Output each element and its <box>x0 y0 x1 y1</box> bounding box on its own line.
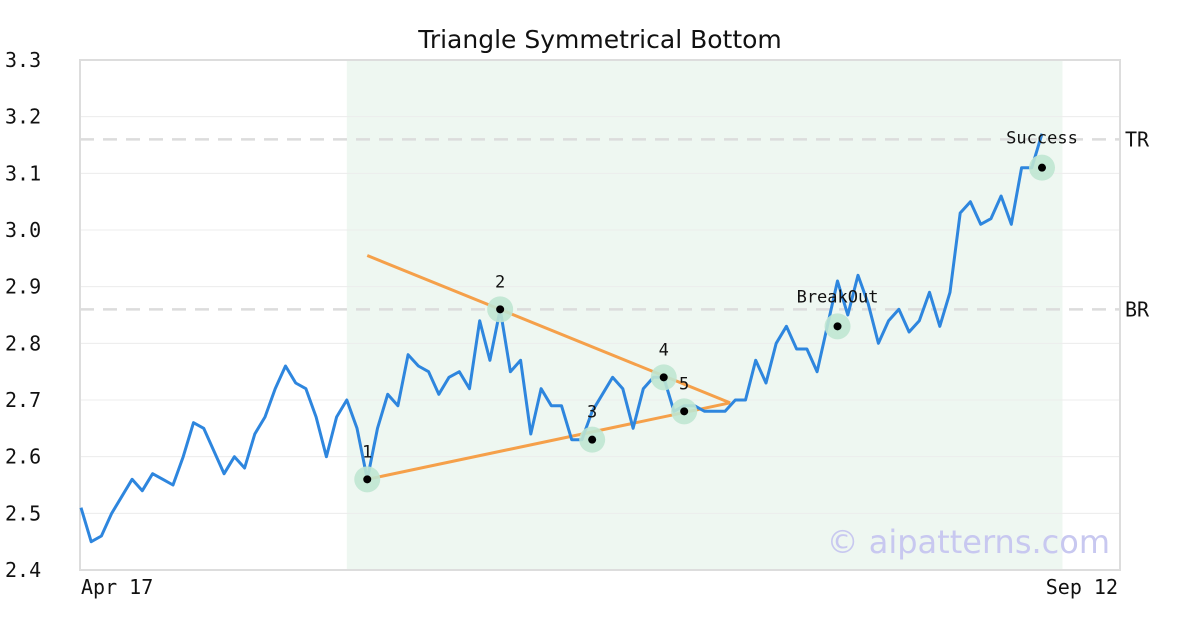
point-marker-breakout <box>833 322 842 331</box>
point-label-4: 4 <box>659 340 669 360</box>
point-label-1: 1 <box>362 442 372 462</box>
point-label-breakout: BreakOut <box>797 287 879 307</box>
y-tick-label: 2.4 <box>5 558 41 582</box>
plot-frame <box>79 59 1121 571</box>
point-marker-2 <box>496 305 505 314</box>
y-tick-label: 3.0 <box>5 218 41 242</box>
lower-trendline <box>366 401 731 481</box>
x-tick-label: Apr 17 <box>81 575 153 599</box>
point-marker-3 <box>588 435 597 444</box>
watermark: © aipatterns.com <box>827 523 1110 561</box>
y-tick-label: 2.6 <box>5 445 41 469</box>
y-tick-label: 3.1 <box>5 161 41 185</box>
reference-label-tr: TR <box>1125 127 1150 151</box>
point-marker-4 <box>659 373 668 382</box>
plot-area: 2.4 2.5 2.6 2.7 2.8 2.9 3.0 3.1 3.2 3.3 TR BR 1 2 3 45 B… <box>5 48 1150 599</box>
pattern-highlight <box>346 60 1063 570</box>
point-label-success: Success <box>1006 129 1078 149</box>
chart-title: Triangle Symmetrical Bottom <box>417 25 782 54</box>
y-tick-label: 2.8 <box>5 331 41 355</box>
point-label-3: 3 <box>587 403 597 423</box>
y-tick-label: 2.7 <box>5 388 41 412</box>
reference-label-br: BR <box>1125 297 1150 321</box>
y-tick-label: 3.2 <box>5 105 41 129</box>
point-label-2: 2 <box>495 272 505 292</box>
y-tick-label: 3.3 <box>5 48 41 72</box>
point-label-5: 5 <box>679 374 689 394</box>
x-tick-label: Sep 12 <box>1046 575 1118 599</box>
point-marker-success <box>1038 163 1046 172</box>
y-tick-label: 2.5 <box>5 501 41 525</box>
price-line <box>79 133 1044 544</box>
point-marker-5 <box>680 407 689 416</box>
point-marker-1 <box>363 475 372 484</box>
y-tick-label: 2.9 <box>5 275 41 299</box>
